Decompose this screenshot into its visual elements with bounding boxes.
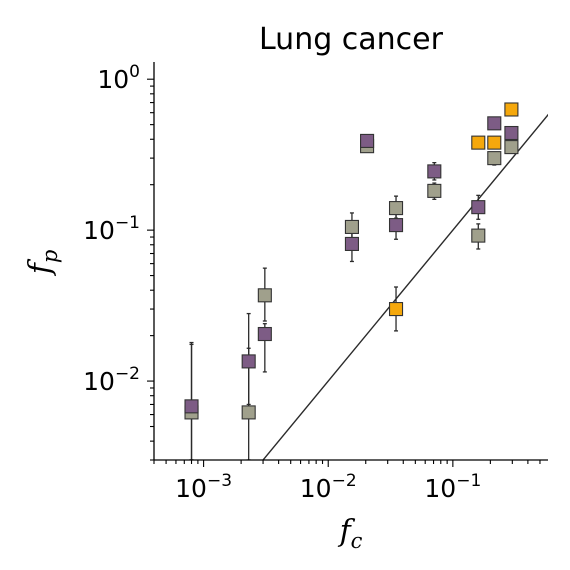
x-tick-label: 10−1 [424,471,481,503]
data-point-gray [471,228,486,243]
chart-title: Lung cancer [259,22,444,57]
data-point-purple [388,218,404,233]
x-axis-label: fc [338,514,363,553]
data-point-purple [184,399,199,414]
y-tick-label: 10−1 [83,213,140,245]
data-point-gray [241,405,256,420]
data-point-orange [504,102,519,117]
data-point-orange [487,135,502,150]
data-point-purple [344,236,359,252]
data-point-purple [471,200,486,215]
y-axis-label: fp [23,250,62,277]
data-point-purple [257,326,272,342]
data-point-purple [487,116,502,131]
y-tick-label: 100 [97,62,140,94]
data-point-purple [360,133,375,148]
data-point-orange [388,302,404,317]
data-point-gray [427,183,442,198]
x-axis-label-sub: c [351,529,363,553]
x-tick-label: 10−2 [300,471,357,503]
data-point-gray [487,151,502,166]
diagonal-line [262,113,548,460]
data-point-gray [257,288,272,303]
data-point-gray [388,201,404,216]
y-axis-label-sub: p [38,250,62,263]
data-point-purple [504,125,519,141]
data-point-purple [427,164,442,179]
data-point-orange [471,135,486,150]
data-point-purple [241,354,256,369]
x-tick-label: 10−3 [175,471,232,503]
y-tick-label: 10−2 [83,364,140,396]
data-point-gray [344,219,359,234]
data-point-gray [504,140,519,155]
